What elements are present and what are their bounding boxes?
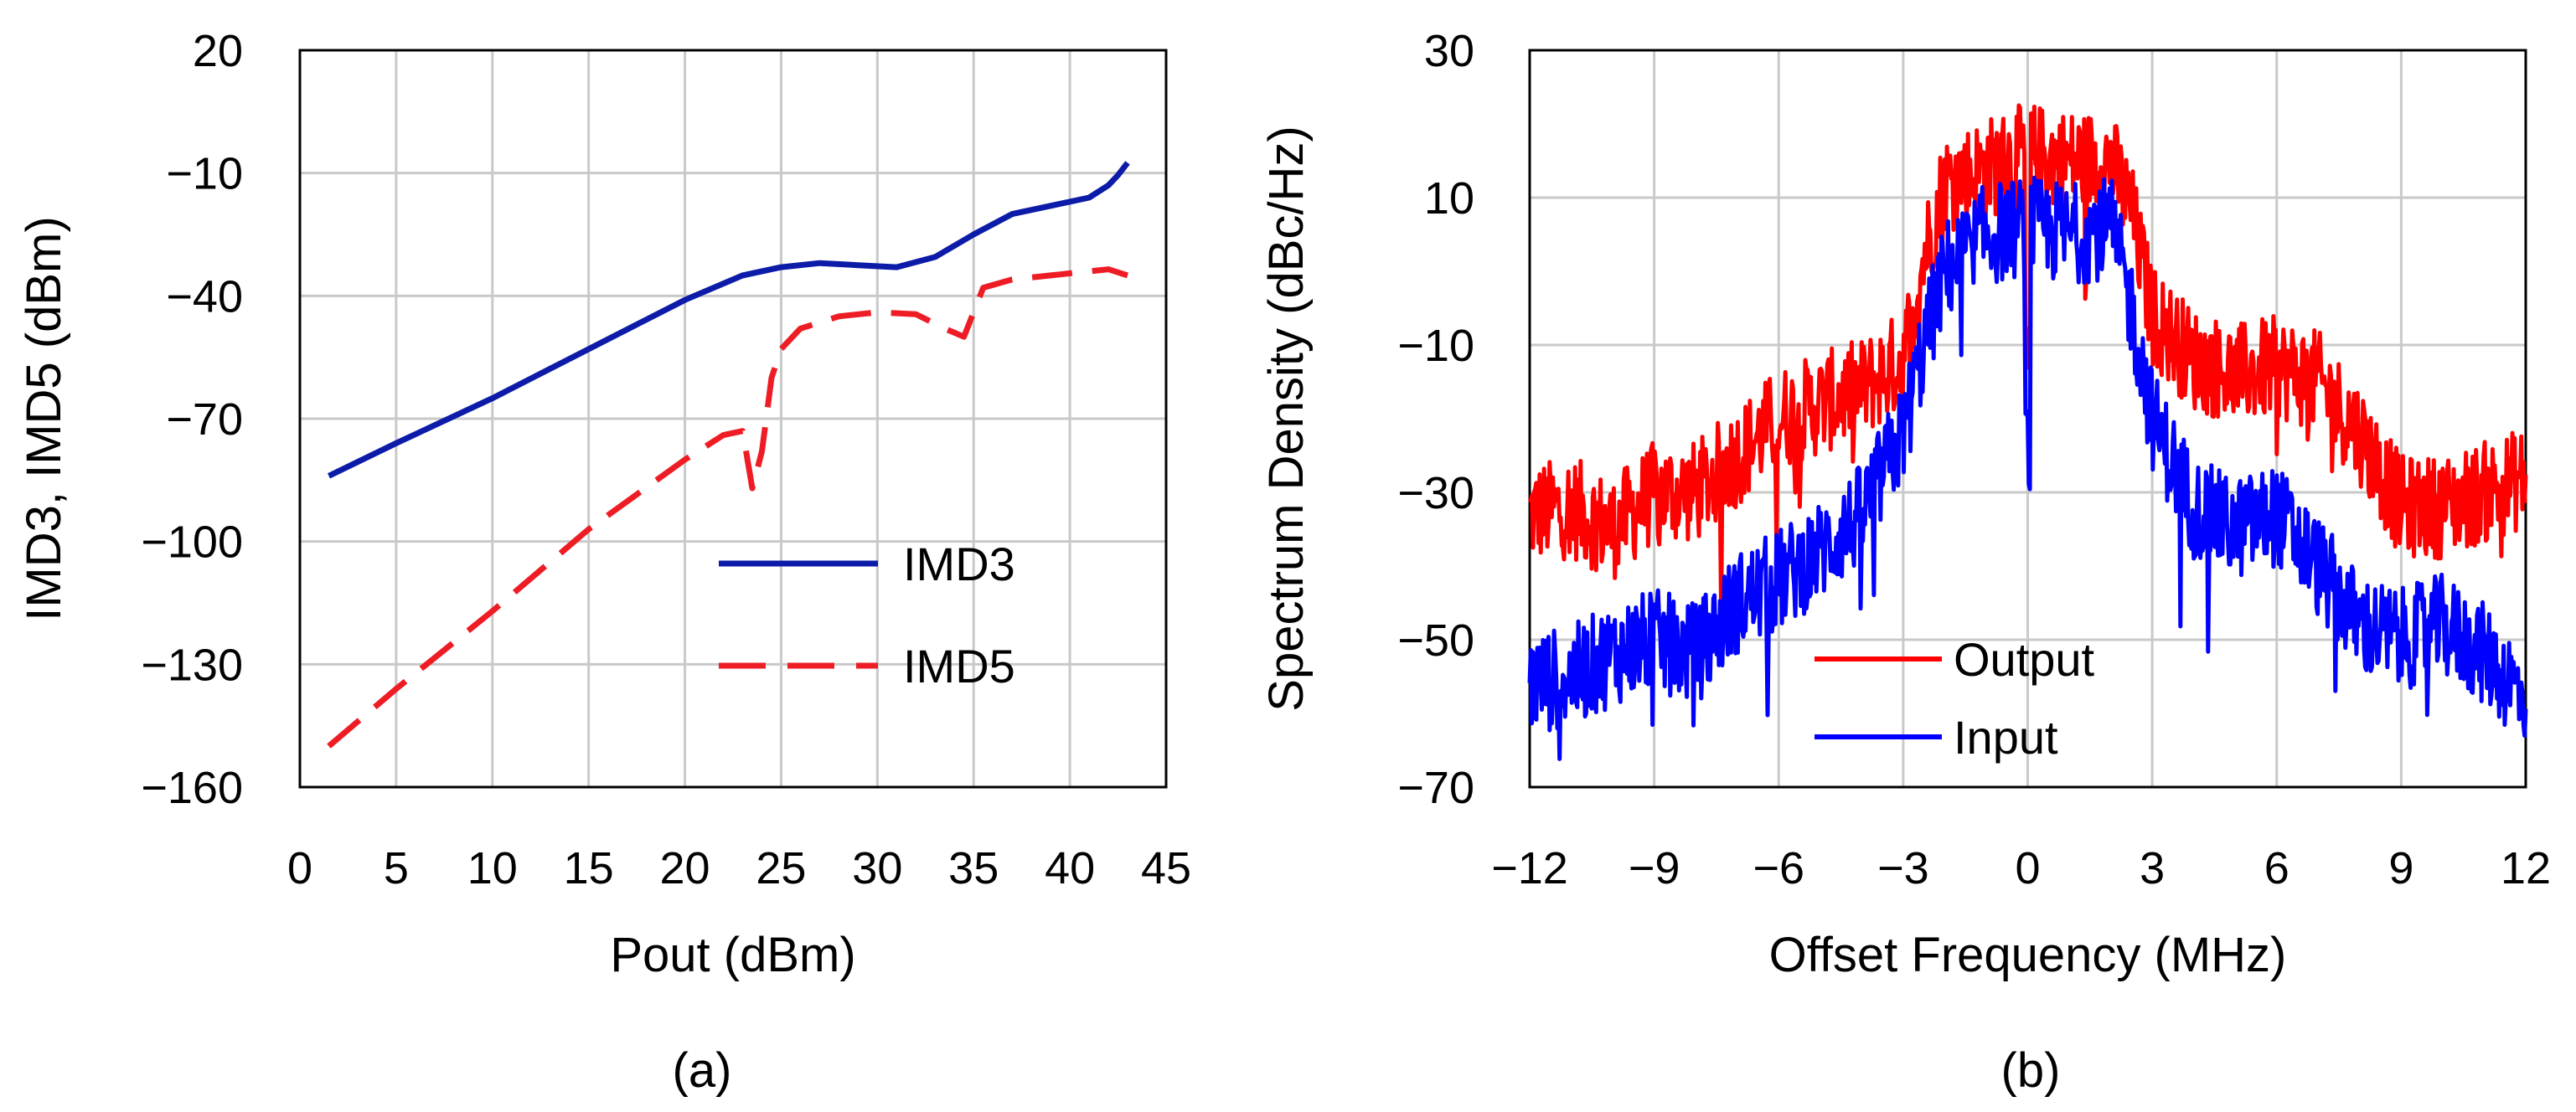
chart-1-series-output [1527, 103, 2528, 617]
chart-0-x-tick-label: 15 [564, 843, 614, 893]
chart-0-x-tick-label: 40 [1045, 843, 1095, 893]
chart-1-y-tick-label: −10 [1397, 321, 1474, 371]
chart-1-x-tick-label: −6 [1753, 843, 1804, 893]
chart-1-caption: (b) [2001, 1043, 2061, 1098]
chart-0-series-imd3 [327, 161, 1130, 479]
chart-0-plot-border [298, 49, 1168, 789]
chart-1-y-tick-label: −50 [1397, 615, 1474, 666]
chart-1-y-tick-label: 10 [1424, 173, 1474, 224]
chart-1-x-axis-title: Offset Frequency (MHz) [1769, 928, 2287, 982]
chart-0-x-tick-label: 5 [384, 843, 409, 893]
chart-1-x-tick-label: −12 [1491, 843, 1568, 893]
chart-0-legend-label-imd5: IMD5 [903, 640, 1015, 692]
chart-1-y-tick-label: 30 [1424, 26, 1474, 76]
chart-1-y-tick-label: −30 [1397, 468, 1474, 518]
chart-1-legend-label-input: Input [1954, 711, 2058, 764]
chart-0-caption: (a) [673, 1043, 732, 1098]
chart-0-y-tick-label: −70 [166, 394, 243, 445]
chart-0-y-tick-label: −100 [141, 517, 243, 568]
chart-1-y-axis-title: Spectrum Density (dBc/Hz) [1259, 126, 1314, 711]
chart-0-y-tick-label: −40 [166, 271, 243, 322]
chart-1-y-tick-label: −70 [1397, 763, 1474, 813]
chart-0-x-tick-label: 0 [287, 843, 312, 893]
chart-0-y-axis-title: IMD3, IMD5 (dBm) [17, 216, 71, 620]
chart-0-x-tick-label: 45 [1141, 843, 1191, 893]
chart-1-x-tick-label: 6 [2264, 843, 2289, 893]
chart-1-series-input [1527, 175, 2528, 761]
chart-1-x-tick-label: 0 [2015, 843, 2040, 893]
chart-0-y-tick-label: −130 [141, 640, 243, 690]
chart-a: 0 5 10 15 20 25 30 35 40 45 20 −10 −40 −70 −100 −130 −16… [17, 26, 1191, 1098]
chart-1-x-tick-label: −9 [1629, 843, 1680, 893]
chart-0-series-imd5 [327, 266, 1129, 749]
chart-1-x-tick-label: 3 [2140, 843, 2165, 893]
chart-1-legend-label-output: Output [1954, 633, 2095, 686]
chart-1-x-tick-label: 9 [2388, 843, 2413, 893]
chart-0-x-tick-label: 30 [852, 843, 902, 893]
chart-0-legend-label-imd3: IMD3 [903, 538, 1015, 590]
chart-0-x-tick-label: 35 [948, 843, 999, 893]
chart-0-x-tick-label: 20 [660, 843, 710, 893]
chart-1-x-tick-label: 12 [2501, 843, 2551, 893]
chart-0-y-tick-label: −10 [166, 149, 243, 199]
chart-0-y-tick-label: 20 [193, 26, 243, 76]
chart-0-x-axis-title: Pout (dBm) [610, 928, 855, 982]
chart-1-x-tick-label: −3 [1877, 843, 1929, 893]
chart-0-x-tick-label: 25 [756, 843, 806, 893]
chart-0-grid [298, 49, 1168, 789]
chart-1-plot-border [1528, 49, 2527, 789]
chart-0-y-tick-label: −160 [141, 763, 243, 813]
chart-0-x-tick-label: 10 [467, 843, 518, 893]
